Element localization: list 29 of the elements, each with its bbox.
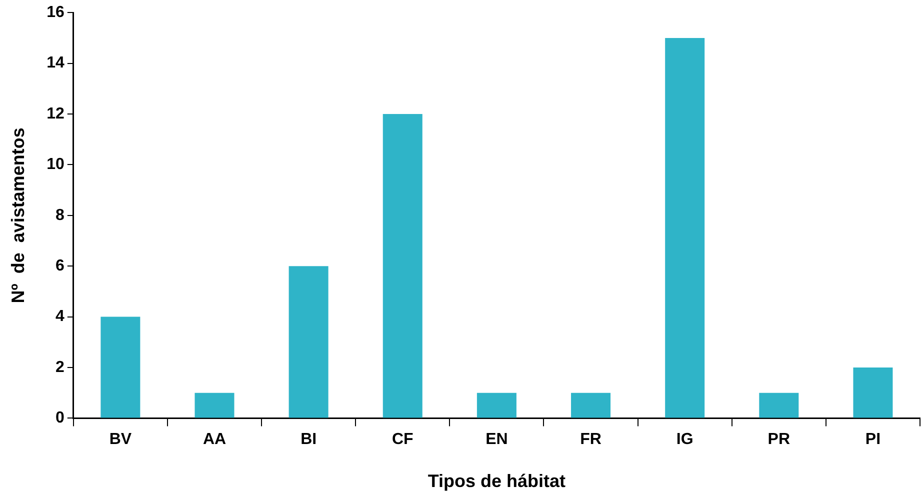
bar bbox=[476, 392, 516, 418]
x-axis-title: Tipos de hábitat bbox=[428, 471, 566, 492]
y-tick-label: 12 bbox=[46, 105, 64, 122]
x-tick-label: IG bbox=[676, 431, 694, 448]
y-tick-label: 2 bbox=[55, 358, 64, 376]
x-tick-label: PR bbox=[768, 431, 790, 448]
bar bbox=[194, 392, 234, 418]
bar bbox=[759, 392, 799, 418]
bar bbox=[100, 316, 140, 418]
x-tick-label: FR bbox=[580, 431, 602, 448]
x-tick-label: BV bbox=[109, 431, 132, 448]
y-tick-label: 4 bbox=[55, 308, 64, 326]
y-tick-label: 14 bbox=[46, 54, 64, 72]
y-tick-label: 8 bbox=[55, 206, 64, 224]
bar bbox=[382, 114, 422, 418]
bar bbox=[665, 38, 705, 418]
x-tick-label: BI bbox=[300, 431, 317, 448]
bar bbox=[571, 392, 611, 418]
y-tick-label: 0 bbox=[55, 410, 64, 427]
y-tick-label: 6 bbox=[55, 258, 64, 275]
y-tick-label: 10 bbox=[46, 156, 64, 174]
x-tick-label: CF bbox=[392, 431, 414, 448]
y-axis-title: Nº de avistamentos bbox=[8, 128, 28, 304]
bar bbox=[853, 368, 893, 418]
bar bbox=[288, 266, 328, 418]
x-tick-label: EN bbox=[486, 431, 508, 448]
x-tick-label: AA bbox=[202, 431, 226, 448]
y-tick-label: 16 bbox=[46, 4, 64, 22]
x-tick-label: PI bbox=[865, 431, 881, 448]
